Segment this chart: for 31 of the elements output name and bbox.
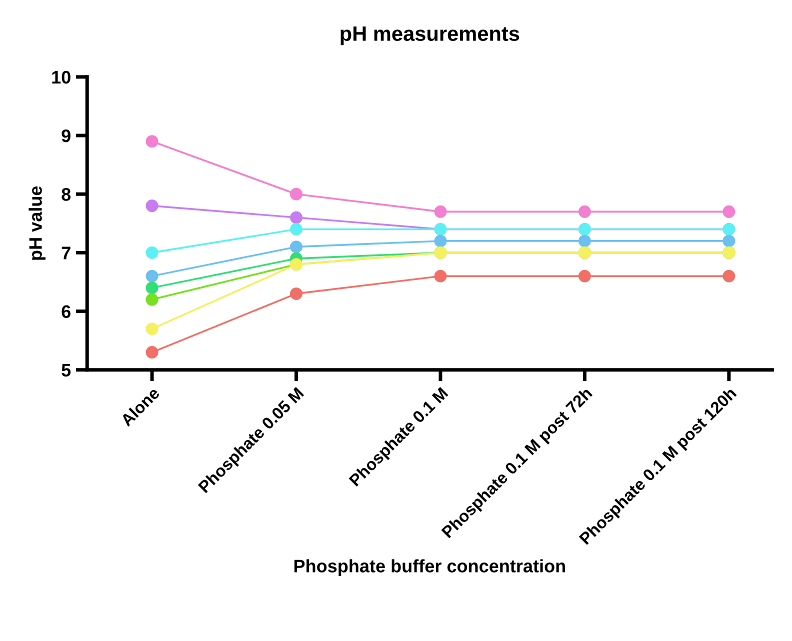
- y-axis-title: pH value: [28, 186, 46, 260]
- y-tick-label: 8: [62, 188, 71, 201]
- point: [434, 270, 447, 282]
- point: [722, 234, 736, 248]
- x-axis-title: Phosphate buffer concentration: [294, 559, 565, 576]
- point: [578, 205, 591, 218]
- point: [146, 135, 158, 148]
- point: [290, 211, 302, 224]
- y-tick-label: 5: [62, 364, 71, 377]
- y-tick-label: 9: [62, 129, 70, 142]
- point: [146, 200, 158, 212]
- point: [290, 287, 302, 300]
- point: [146, 270, 158, 282]
- point: [146, 293, 158, 306]
- y-tick-label: 6: [62, 305, 70, 318]
- point: [290, 240, 302, 254]
- point: [290, 188, 302, 200]
- y-tick-label: 7: [62, 246, 70, 260]
- point: [290, 222, 302, 236]
- point: [146, 282, 158, 294]
- point: [146, 322, 158, 336]
- point: [722, 205, 736, 218]
- point: [722, 270, 736, 282]
- point: [434, 234, 447, 248]
- chart-title: pH measurements: [340, 26, 520, 46]
- y-tick-label: 10: [52, 70, 70, 84]
- point: [578, 234, 591, 248]
- point: [146, 346, 158, 359]
- point: [578, 270, 591, 282]
- point: [434, 205, 447, 218]
- point: [146, 246, 158, 259]
